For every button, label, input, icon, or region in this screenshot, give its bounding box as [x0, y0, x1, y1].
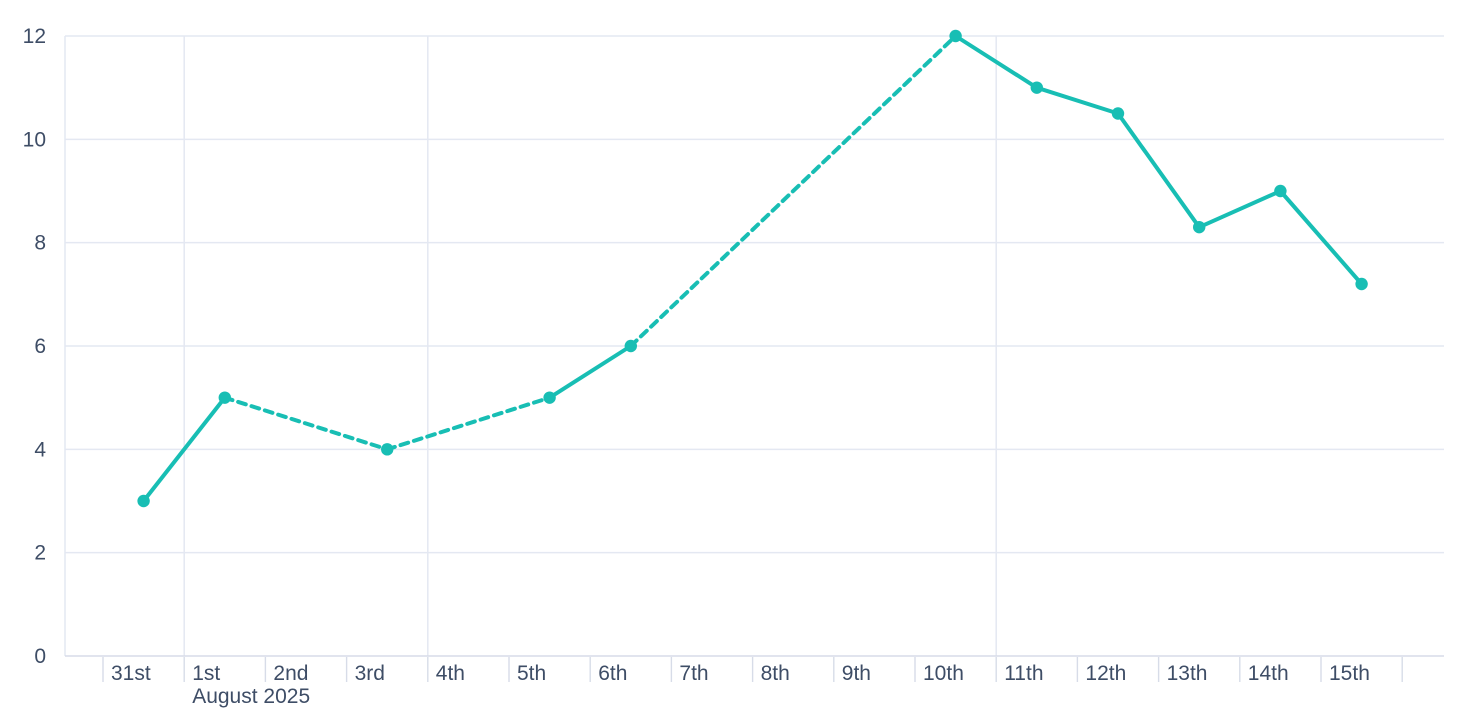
y-tick-label: 2	[34, 542, 46, 565]
series-segment-solid	[141, 395, 227, 503]
x-tick-label: 4th	[436, 662, 465, 685]
x-tick-label: 6th	[598, 662, 627, 685]
series-segment-solid	[1278, 189, 1364, 286]
y-tick-label: 10	[23, 128, 46, 151]
series-segment-dashed	[222, 395, 390, 452]
data-point[interactable]	[1274, 184, 1287, 198]
series-segment-solid	[953, 34, 1039, 90]
x-tick-label: 7th	[679, 662, 708, 685]
series-segment-solid	[1116, 111, 1202, 230]
series-segment-solid	[1034, 85, 1120, 116]
x-tick-label: 9th	[842, 662, 871, 685]
series-segment-dashed	[385, 395, 552, 452]
data-point[interactable]	[1030, 81, 1044, 94]
data-point[interactable]	[218, 391, 231, 404]
x-tick-label: 3rd	[355, 662, 385, 685]
data-point[interactable]	[381, 443, 394, 456]
y-tick-label: 4	[34, 438, 46, 461]
y-tick-label: 12	[23, 25, 46, 48]
x-tick-label: 2nd	[273, 662, 308, 685]
month-label: August 2025	[192, 685, 310, 708]
data-point[interactable]	[949, 29, 962, 43]
data-point[interactable]	[137, 494, 150, 508]
series-segment-solid	[547, 344, 633, 400]
y-tick-label: 0	[34, 645, 46, 668]
x-tick-label: 15th	[1329, 662, 1370, 685]
x-tick-label: 14th	[1248, 662, 1289, 685]
y-tick-label: 8	[34, 232, 46, 255]
data-point[interactable]	[1111, 107, 1125, 120]
data-point[interactable]	[1193, 220, 1206, 234]
x-tick-label: 31st	[111, 662, 151, 685]
x-tick-label: 13th	[1167, 662, 1208, 685]
y-tick-label: 6	[34, 335, 46, 358]
x-tick-label: 11th	[1004, 662, 1043, 685]
x-tick-label: 1st	[192, 662, 220, 685]
x-tick-label: 8th	[761, 662, 790, 685]
data-point[interactable]	[624, 339, 637, 353]
x-tick-label: 10th	[923, 662, 964, 685]
series-segment-solid	[1197, 189, 1283, 230]
x-tick-label: 5th	[517, 662, 546, 685]
data-point[interactable]	[543, 391, 556, 404]
data-point[interactable]	[1355, 277, 1368, 291]
x-tick-label: 12th	[1085, 662, 1126, 685]
series-segment-dashed	[628, 34, 958, 348]
